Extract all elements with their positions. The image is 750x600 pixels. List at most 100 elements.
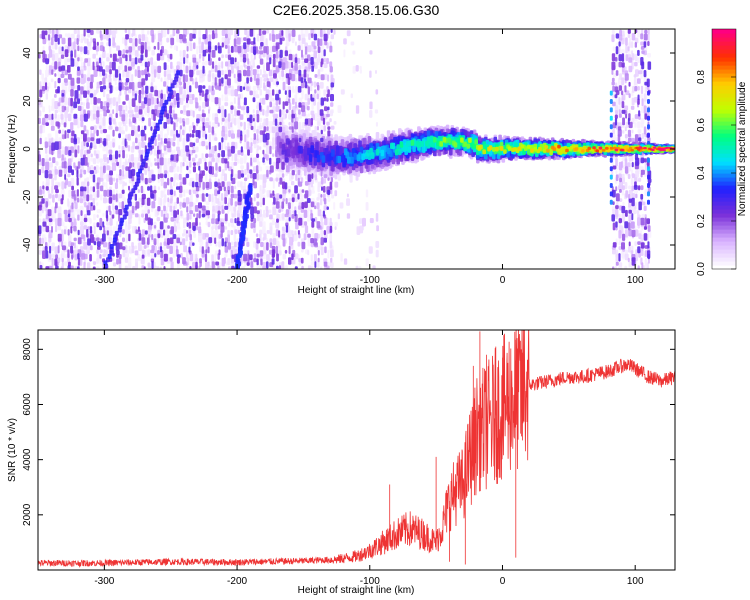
spectrogram-cell — [185, 145, 190, 152]
spectrogram-cell — [294, 57, 298, 63]
spectrogram-cell — [323, 73, 328, 80]
spectrogram-cell — [80, 157, 85, 166]
spectrogram-cell — [204, 253, 208, 263]
spectrogram-cell — [284, 182, 288, 190]
spectrogram-cell — [317, 250, 320, 256]
spectrogram-cell — [143, 245, 147, 249]
spectrogram-cell — [186, 86, 190, 95]
spectrogram-cell — [243, 86, 246, 91]
spectrogram-cell — [231, 254, 235, 259]
spectrogram-cell — [128, 46, 133, 53]
spectrogram-cell — [340, 154, 345, 162]
spectrogram-cell — [45, 58, 49, 65]
spectrogram-cell — [120, 217, 125, 223]
spectrogram-cell — [625, 121, 629, 128]
spectrogram-cell — [343, 258, 348, 265]
spectrogram-cell — [48, 45, 52, 51]
spectrogram-cell — [54, 42, 58, 50]
spectrogram-cell — [189, 234, 192, 241]
spectrogram-cell — [42, 185, 45, 190]
spectrogram-cell — [90, 30, 94, 36]
spectrogram-cell — [82, 102, 86, 106]
spectrogram-cell — [163, 205, 166, 212]
spectrogram-cell — [90, 74, 94, 83]
spectrogram-cell — [170, 154, 174, 161]
spectrogram-cell — [141, 34, 146, 41]
spectrogram-cell — [162, 29, 167, 37]
spectrogram-cell — [258, 46, 263, 50]
spectrogram-cell — [141, 193, 146, 200]
spectrogram-cell — [141, 265, 145, 269]
spectrogram-cell — [134, 245, 138, 250]
spectrogram-cell — [326, 226, 331, 234]
spectrogram-cell — [307, 206, 311, 212]
spectrogram-cell — [147, 166, 150, 172]
spectrogram-cell — [74, 61, 79, 66]
spectrogram-cell — [240, 165, 245, 170]
spectrogram-cell — [627, 54, 632, 59]
spectrogram-cell — [609, 107, 613, 113]
spectrogram-cell — [291, 121, 295, 128]
spectrogram-cell — [330, 257, 333, 263]
spectrogram-cell — [307, 249, 310, 256]
spectrogram-cell — [240, 181, 243, 188]
spectrogram-cell — [61, 69, 64, 74]
spectrogram-cell — [207, 221, 211, 228]
spectrogram-cell — [208, 237, 213, 244]
spectrogram-cell — [297, 57, 301, 64]
spectrogram-cell — [89, 93, 94, 98]
spectrogram-cell — [132, 89, 135, 96]
spectrogram-cell — [70, 33, 75, 39]
spectrogram-cell — [221, 150, 225, 158]
spectrogram-cell — [224, 241, 227, 247]
spectrogram-cell — [48, 114, 52, 121]
spectrogram-cell — [619, 177, 622, 183]
spectrogram-cell — [191, 157, 196, 162]
spectrogram-cell — [285, 109, 289, 114]
spectrogram-cell — [163, 253, 168, 262]
spectrogram-cell — [96, 249, 99, 254]
spectrogram-cell — [160, 109, 165, 115]
spectrogram-cell — [121, 114, 126, 122]
spectrogram-cell — [209, 174, 212, 179]
spectrogram-cell — [275, 105, 280, 112]
spectrogram-cell — [122, 249, 126, 258]
spectrogram-cell — [326, 153, 330, 162]
spectrogram-cell — [131, 61, 135, 67]
spectrogram-cell — [269, 238, 273, 243]
spectrogram-cell — [151, 245, 155, 251]
spectrogram-cell — [288, 114, 292, 120]
spectrogram-cell — [356, 226, 361, 235]
spectrogram-cell — [612, 189, 616, 198]
spectrogram-cell — [640, 242, 645, 249]
spectrogram-cell — [194, 205, 199, 212]
spectrogram-cell — [134, 193, 137, 201]
spectrogram-cell — [42, 50, 46, 59]
spectrogram-cell — [68, 150, 72, 156]
spectrogram-cell — [189, 266, 192, 269]
spectrogram-cell — [44, 114, 49, 119]
spectrogram-cell — [243, 69, 247, 77]
spectrogram-cell — [176, 254, 181, 258]
spectrogram-cell — [326, 206, 329, 210]
spectrogram-cell — [112, 142, 115, 148]
spectrogram-cell — [609, 174, 613, 180]
spectrogram-cell — [272, 137, 275, 146]
spectrogram-cell — [624, 73, 629, 81]
spectrogram-cell — [151, 34, 155, 43]
spectrogram-cell — [611, 61, 616, 71]
spectrogram-cell — [97, 246, 101, 250]
spectrogram-cell — [310, 85, 313, 92]
spectrogram-cell — [138, 89, 142, 95]
spectrogram-cell — [625, 45, 628, 54]
spectrogram-cell — [611, 34, 615, 42]
spectrogram-cell — [170, 61, 173, 70]
spectrogram-cell — [105, 29, 109, 35]
spectrogram-cell — [240, 106, 245, 111]
spectrogram-cell — [182, 74, 186, 83]
spectrogram-cell — [246, 86, 250, 92]
spectrogram-cell — [331, 149, 335, 157]
spectrogram-cell — [320, 237, 324, 246]
spectrogram-cell — [154, 89, 158, 97]
spectrogram-cell — [637, 78, 641, 84]
